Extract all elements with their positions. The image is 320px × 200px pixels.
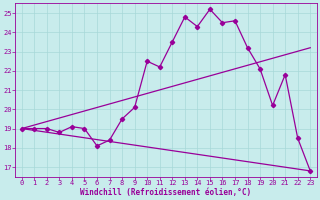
- X-axis label: Windchill (Refroidissement éolien,°C): Windchill (Refroidissement éolien,°C): [80, 188, 252, 197]
